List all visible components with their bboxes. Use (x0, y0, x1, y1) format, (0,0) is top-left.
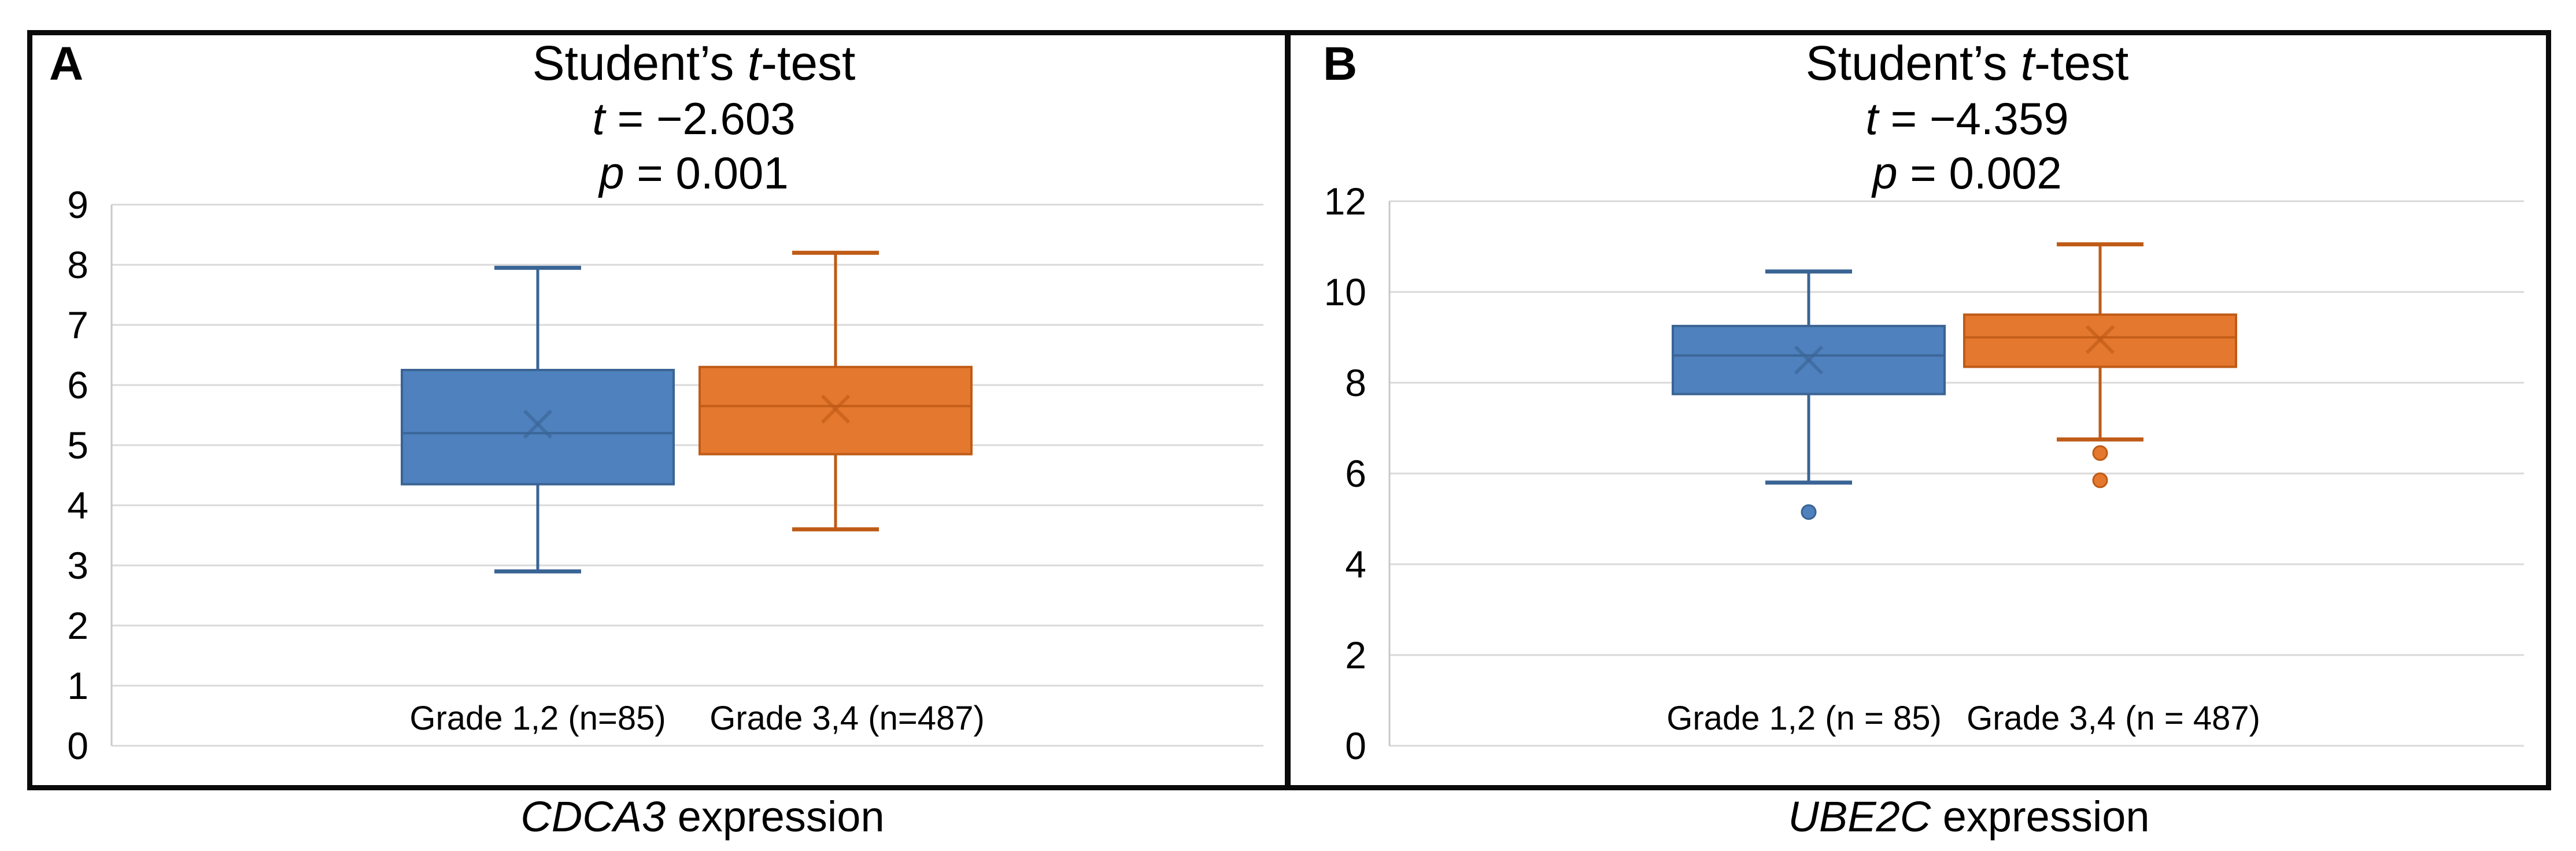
panel-a-caption: CDCA3 expression (124, 793, 1281, 840)
mean-x-marker (2085, 325, 2115, 354)
category-label: Grade 3,4 (n = 487) (1967, 700, 2260, 737)
t-symbol: t (592, 93, 605, 144)
category-label: Grade 1,2 (n=85) (409, 700, 666, 737)
caption-text: expression (1931, 793, 2150, 841)
y-axis-tick-label: 1 (67, 664, 88, 707)
y-axis-tick-label: 3 (67, 544, 88, 587)
y-axis-tick-label: 7 (67, 304, 88, 346)
y-axis-tick-label: 0 (67, 724, 88, 767)
title-text: Student’s (1805, 36, 2021, 90)
y-axis-tick-label: 5 (67, 424, 88, 467)
mean-x-marker (523, 409, 553, 439)
y-axis-tick-label: 0 (1345, 724, 1366, 767)
p-symbol: p (1872, 147, 1898, 198)
panel-a-p-stat: p = 0.001 (116, 146, 1272, 200)
panel-divider (1285, 30, 1291, 785)
panel-a-title: Student’s t-test t = −2.603 p = 0.001 (116, 35, 1272, 200)
outlier-point (2092, 445, 2108, 461)
t-value: = −2.603 (605, 93, 796, 144)
y-axis-tick-label: 9 (67, 183, 88, 226)
panel-a-label: A (49, 38, 84, 90)
panel-b-t-stat: t = −4.359 (1389, 91, 2545, 146)
panel-b-title-line1: Student’s t-test (1389, 35, 2545, 91)
p-symbol: p (599, 147, 624, 198)
y-axis-tick-label: 10 (1324, 271, 1366, 313)
panel-a-title-line1: Student’s t-test (116, 35, 1272, 91)
outlier-point (1801, 504, 1817, 520)
y-axis-tick-label: 8 (1345, 361, 1366, 404)
y-axis-tick-label: 8 (67, 243, 88, 286)
y-axis-tick-label: 12 (1324, 180, 1366, 223)
title-text-post: -test (2034, 36, 2129, 90)
category-label: Grade 3,4 (n=487) (709, 700, 985, 737)
iqr-box (401, 369, 675, 486)
panel-b-title: Student’s t-test t = −4.359 p = 0.002 (1389, 35, 2545, 200)
gene-name-ube2c: UBE2C (1788, 793, 1931, 841)
y-axis-tick-label: 2 (67, 604, 88, 647)
panel-a-t-stat: t = −2.603 (116, 91, 1272, 146)
p-value: = 0.001 (624, 147, 789, 198)
y-axis-tick-label: 4 (1345, 543, 1366, 586)
panel-b-caption: UBE2C expression (1391, 793, 2547, 840)
title-text: Student’s (532, 36, 748, 90)
title-italic-t: t (2020, 36, 2035, 90)
caption-text: expression (666, 793, 885, 841)
t-symbol: t (1865, 93, 1879, 144)
gene-name-cdca3: CDCA3 (520, 793, 666, 841)
panel-b-p-stat: p = 0.002 (1389, 146, 2545, 200)
t-value: = −4.359 (1878, 93, 2069, 144)
title-text-post: -test (761, 36, 856, 90)
mean-x-marker (821, 394, 851, 424)
title-italic-t: t (747, 36, 762, 90)
y-axis-tick-label: 2 (1345, 634, 1366, 676)
category-label: Grade 1,2 (n = 85) (1666, 700, 1942, 737)
y-axis-tick-label: 4 (67, 484, 88, 527)
mean-x-marker (1794, 345, 1824, 375)
p-value: = 0.002 (1897, 147, 2062, 198)
panel-b-label: B (1323, 38, 1358, 90)
outlier-point (2092, 472, 2108, 489)
y-axis-tick-label: 6 (1345, 452, 1366, 495)
y-axis-tick-label: 6 (67, 364, 88, 406)
